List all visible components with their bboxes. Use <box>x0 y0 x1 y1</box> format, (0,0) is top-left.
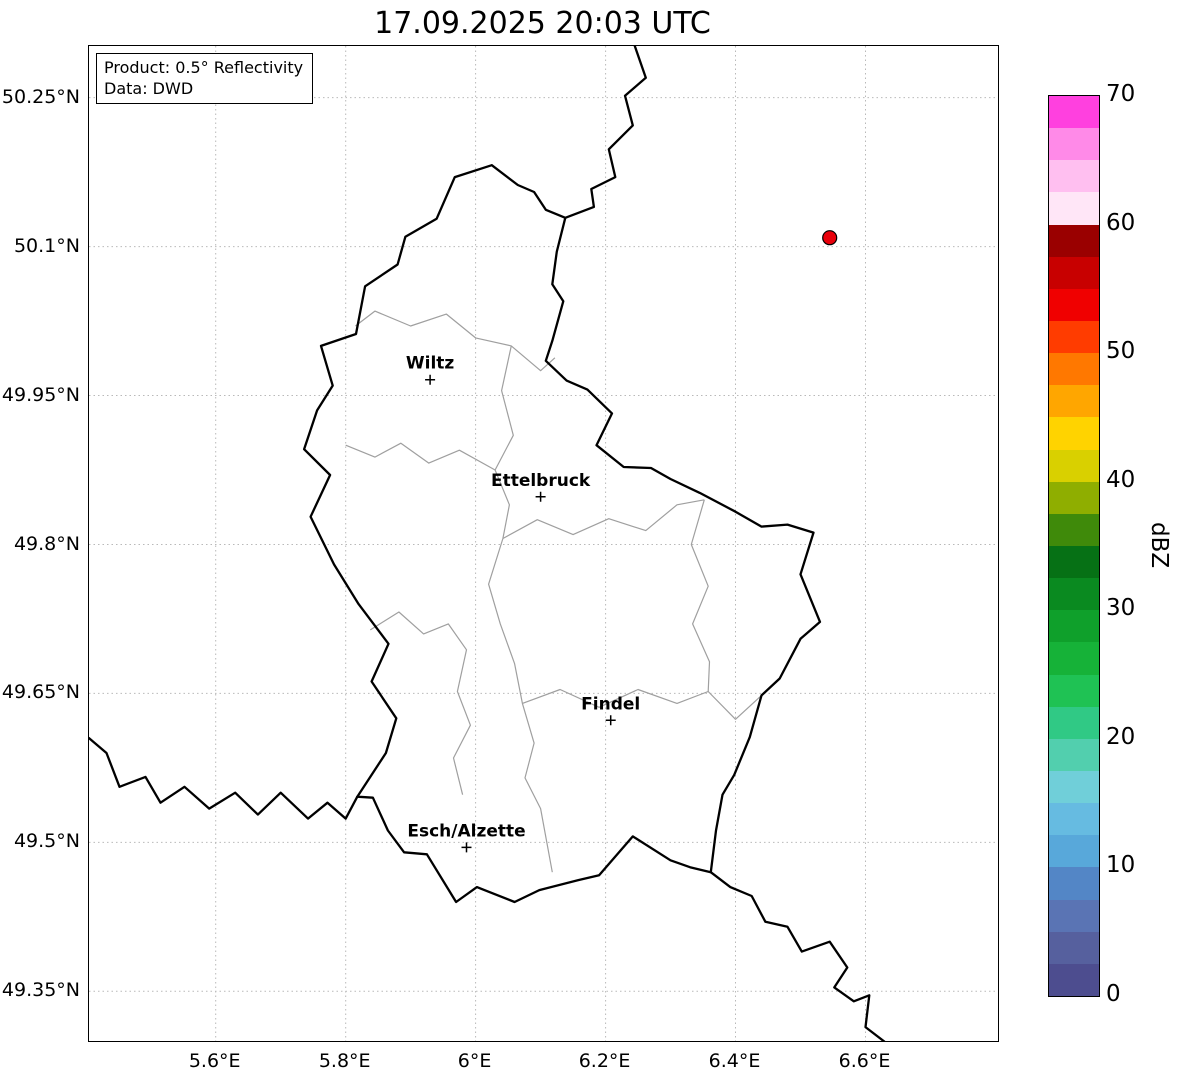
colorbar-segment <box>1049 674 1099 707</box>
city-marker-icon <box>605 715 616 726</box>
lat-tick-label: 49.65°N <box>1 681 80 704</box>
colorbar-tick-label: 40 <box>1106 466 1136 493</box>
city-marker-icon <box>461 842 472 853</box>
regional-border-line <box>502 499 705 540</box>
colorbar-tick-label: 30 <box>1106 595 1136 622</box>
colorbar-tick-label: 10 <box>1106 852 1136 879</box>
colorbar-tick-label: 0 <box>1106 981 1121 1007</box>
regional-border-line <box>369 611 471 795</box>
national-border-line <box>709 871 886 1041</box>
lon-tick-label: 5.8°E <box>318 1050 371 1072</box>
national-border-line <box>89 736 359 820</box>
colorbar-segment <box>1049 545 1099 579</box>
national-border-line <box>564 46 647 219</box>
colorbar-segment <box>1049 931 1099 964</box>
colorbar-segment <box>1049 224 1099 257</box>
lat-tick-label: 50.1°N <box>13 234 80 257</box>
colorbar-segment <box>1049 706 1099 739</box>
regional-border-line <box>494 345 514 539</box>
colorbar-tick-label: 20 <box>1106 723 1136 750</box>
city-label: Esch/Alzette <box>407 821 525 841</box>
product-info-line1: Product: 0.5° Reflectivity <box>104 58 304 77</box>
colorbar-segment <box>1049 288 1099 321</box>
lat-tick-label: 49.35°N <box>1 979 80 1002</box>
colorbar-segment <box>1049 417 1099 450</box>
colorbar-segment <box>1049 899 1099 932</box>
city-marker-icon <box>535 491 546 502</box>
colorbar-segment <box>1049 353 1099 386</box>
lon-tick-label: 6.2°E <box>578 1050 631 1072</box>
colorbar-tick-label: 70 <box>1106 81 1136 107</box>
plot-title: 17.09.2025 20:03 UTC <box>374 6 711 41</box>
product-info-box: Product: 0.5° Reflectivity Data: DWD <box>96 53 314 105</box>
colorbar-segment <box>1049 481 1099 514</box>
colorbar-axis-label: dBZ <box>1146 521 1172 569</box>
lat-tick-label: 50.25°N <box>1 85 80 108</box>
colorbar-segment <box>1049 320 1099 354</box>
colorbar-segment <box>1049 192 1099 225</box>
radar-location-dot <box>822 230 838 246</box>
lat-tick-label: 49.8°N <box>13 532 80 555</box>
colorbar-axis-label-wrap: dBZ <box>1142 95 1176 995</box>
city-marker-icon <box>425 374 436 385</box>
colorbar-segment <box>1049 513 1099 546</box>
regional-border-line <box>345 442 496 471</box>
colorbar-segment <box>1049 770 1099 804</box>
colorbar-segment <box>1049 642 1099 675</box>
colorbar-segment <box>1049 578 1099 611</box>
colorbar <box>1048 95 1100 997</box>
colorbar-segment <box>1049 835 1099 868</box>
colorbar-segment <box>1049 738 1099 771</box>
regional-border-line <box>522 688 762 720</box>
colorbar-segment <box>1049 385 1099 418</box>
colorbar-segment <box>1049 610 1099 643</box>
colorbar-segment <box>1049 963 1099 996</box>
city-label: Ettelbruck <box>491 471 591 491</box>
map-axes: Wiltz Ettelbruck Findel Esch/Alzette Produc… <box>88 45 999 1042</box>
lon-tick-label: 6.6°E <box>838 1050 891 1072</box>
regional-border-line <box>690 499 711 692</box>
lat-tick-label: 49.95°N <box>1 383 80 406</box>
city-label: Wiltz <box>406 354 455 374</box>
city-label: Findel <box>581 694 640 714</box>
regional-border-line <box>355 310 556 372</box>
colorbar-segment <box>1049 128 1099 161</box>
map-svg: Wiltz Ettelbruck Findel Esch/Alzette <box>89 46 998 1041</box>
colorbar-tick-label: 50 <box>1106 338 1136 365</box>
colorbar-segment <box>1049 449 1099 482</box>
colorbar-segment <box>1049 160 1099 193</box>
colorbar-segment <box>1049 867 1099 900</box>
colorbar-segment <box>1049 256 1099 289</box>
colorbar-tick-label: 60 <box>1106 209 1136 236</box>
lon-tick-label: 6.4°E <box>708 1050 761 1072</box>
lat-tick-label: 49.5°N <box>13 830 80 853</box>
product-info-line2: Data: DWD <box>104 79 194 99</box>
lon-tick-label: 5.6°E <box>188 1050 241 1072</box>
colorbar-segment <box>1049 803 1099 836</box>
colorbar-segment <box>1049 96 1099 129</box>
lon-tick-label: 6°E <box>457 1050 492 1072</box>
national-border-line <box>302 164 822 904</box>
